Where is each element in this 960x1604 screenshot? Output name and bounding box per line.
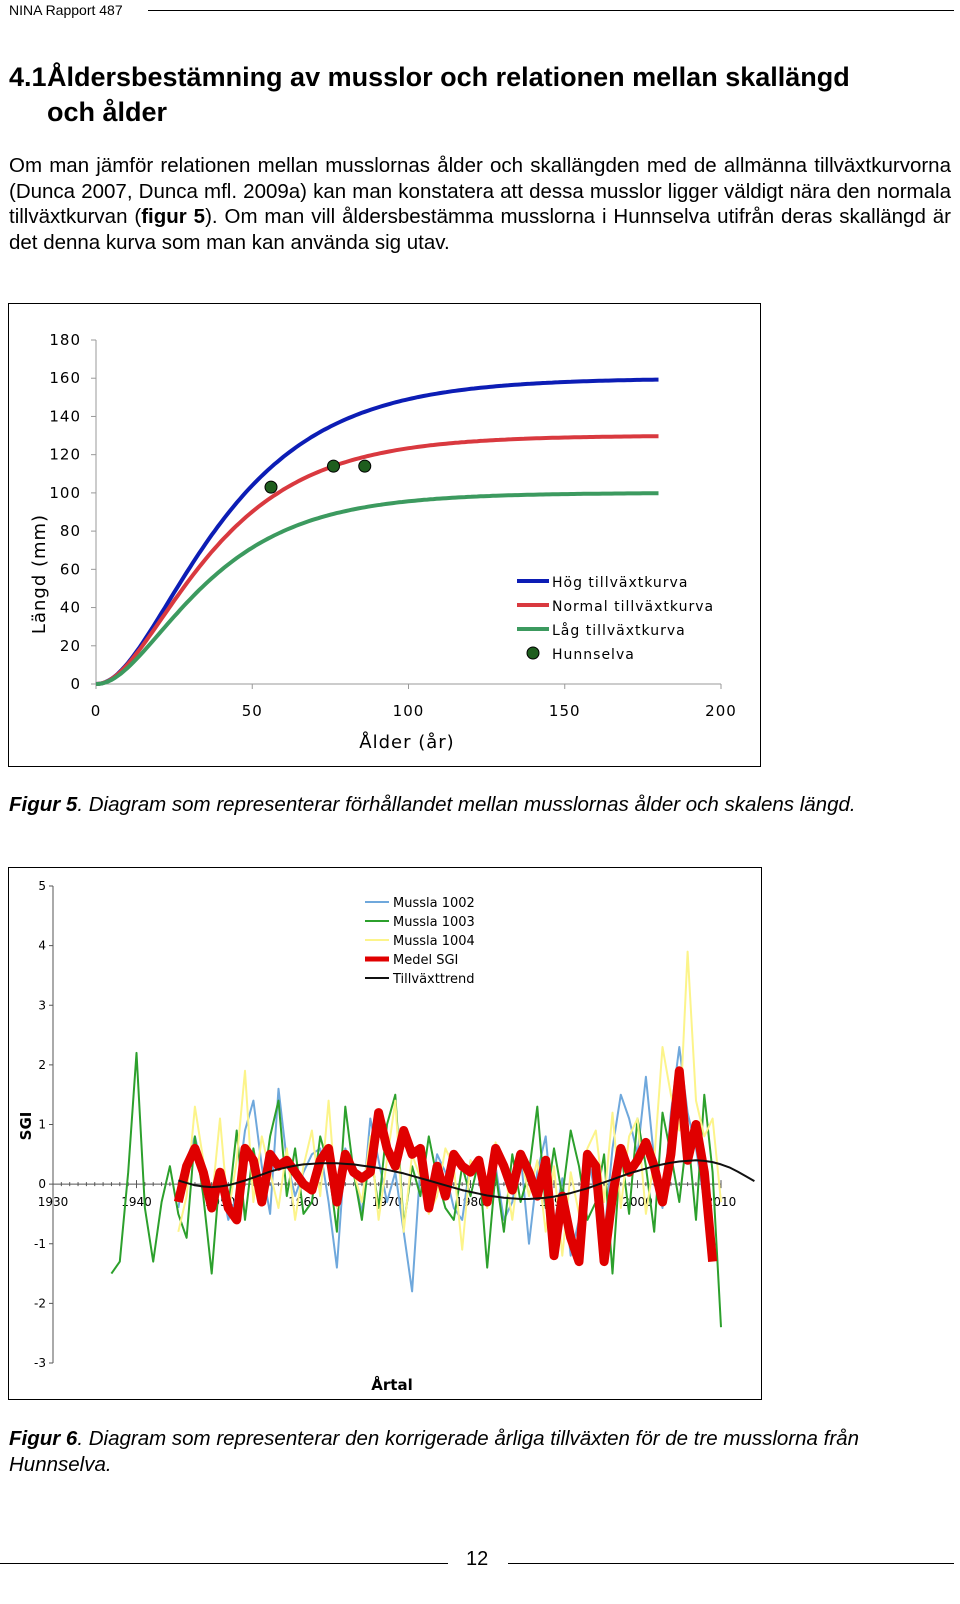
footer-rule-right <box>508 1563 954 1564</box>
y-tick-label: 80 <box>60 522 81 540</box>
legend-swatch <box>526 646 540 660</box>
legend-label: Mussla 1003 <box>393 915 475 930</box>
sgi-series-3 <box>177 950 722 1257</box>
header-rule <box>148 10 954 11</box>
y-tick-label: 160 <box>49 369 81 387</box>
y-tick-label: 60 <box>60 560 81 578</box>
y-tick-label: -2 <box>34 1296 46 1310</box>
figure5-caption-label: Figur 5 <box>9 793 78 816</box>
figure6-caption-text: . Diagram som representerar den korriger… <box>9 1427 859 1476</box>
figure5-caption-text: . Diagram som representerar förhållandet… <box>77 793 856 816</box>
section-heading: 4.1Åldersbestämning av musslor och relat… <box>9 60 929 130</box>
growth-curve-2 <box>95 434 659 686</box>
y-tick-label: 4 <box>38 939 46 953</box>
hunnselva-point <box>327 459 340 473</box>
section-title-line2: och ålder <box>47 97 168 127</box>
y-tick-label: 3 <box>38 998 46 1012</box>
y-tick-label: 120 <box>49 446 81 464</box>
sgi-series-2 <box>110 1051 722 1328</box>
x-tick-label: 1930 <box>38 1195 69 1209</box>
sgi-series-1 <box>177 1046 714 1293</box>
x-tick-label: 1980 <box>455 1195 486 1209</box>
figure6-caption: Figur 6. Diagram som representerar den k… <box>9 1426 954 1477</box>
growth-curve-1 <box>95 377 659 686</box>
y-tick-label: 5 <box>38 879 46 893</box>
legend-label: Mussla 1004 <box>393 934 475 949</box>
y-tick-label: 140 <box>49 407 81 425</box>
y-tick-label: 2 <box>38 1058 46 1072</box>
legend-label: Mussla 1002 <box>393 896 475 911</box>
legend-label: Tillväxttrend <box>392 972 474 987</box>
section-number: 4.1 <box>9 62 47 92</box>
y-tick-label: 0 <box>38 1177 46 1191</box>
figure-reference: figur 5 <box>141 205 206 228</box>
figure6-chart: -3 -2 -1 0 1 2 3 4 5 1930 1940 1950 1960 1970 1980 1990… <box>8 867 762 1400</box>
x-tick-label: 100 <box>393 702 425 720</box>
x-axis-label: Årtal <box>371 1375 412 1394</box>
x-axis-label: Ålder (år) <box>359 731 454 753</box>
hunnselva-point <box>264 480 278 494</box>
footer-rule-left <box>0 1563 448 1564</box>
figure5-chart: 0 20 40 60 80 100 120 140 160 180 0 50 100 150 200 Län… <box>8 303 761 767</box>
x-tick-label: 0 <box>91 702 102 720</box>
growth-curve-3 <box>95 491 659 686</box>
x-tick-label: 200 <box>705 702 737 720</box>
y-axis-label: Längd (mm) <box>29 514 50 634</box>
y-axis-label: SGI <box>17 1112 35 1141</box>
y-tick-label: 20 <box>60 637 81 655</box>
legend-label: Låg tillväxtkurva <box>552 622 686 639</box>
figure5-svg: 0 20 40 60 80 100 120 140 160 180 0 50 100 150 200 Län… <box>29 331 737 753</box>
y-tick-label: 40 <box>60 599 81 617</box>
legend-label: Normal tillväxtkurva <box>552 599 714 615</box>
report-header: NINA Rapport 487 <box>9 2 123 18</box>
legend-label: Hunnselva <box>552 647 635 663</box>
page-number: 12 <box>466 1548 489 1570</box>
y-tick-label: -1 <box>34 1237 46 1251</box>
x-tick-label: 1960 <box>288 1195 319 1209</box>
sgi-series-4 <box>173 1066 718 1267</box>
hunnselva-point <box>358 459 372 473</box>
para-text-end: ). Om man vill åldersbestämma musslorna … <box>9 205 951 254</box>
y-tick-label: 180 <box>49 331 81 349</box>
section-title-line1: Åldersbestämning av musslor och relation… <box>47 62 850 92</box>
sgi-series-5 <box>178 1159 755 1200</box>
legend-label: Medel SGI <box>393 953 458 968</box>
y-tick-label: 100 <box>49 484 81 502</box>
body-paragraph: Om man jämför relationen mellan musslorn… <box>9 153 951 255</box>
y-tick-label: -3 <box>34 1356 46 1370</box>
figure5-caption: Figur 5. Diagram som representerar förhå… <box>9 792 954 818</box>
figure6-caption-label: Figur 6 <box>9 1427 78 1450</box>
x-tick-label: 50 <box>242 702 263 720</box>
y-tick-label: 0 <box>70 675 81 693</box>
y-tick-label: 1 <box>38 1118 46 1132</box>
x-tick-label: 150 <box>549 702 581 720</box>
legend-label: Hög tillväxtkurva <box>552 575 688 591</box>
para-text-start: Om man jämför relationen mellan musslorn… <box>9 154 951 228</box>
